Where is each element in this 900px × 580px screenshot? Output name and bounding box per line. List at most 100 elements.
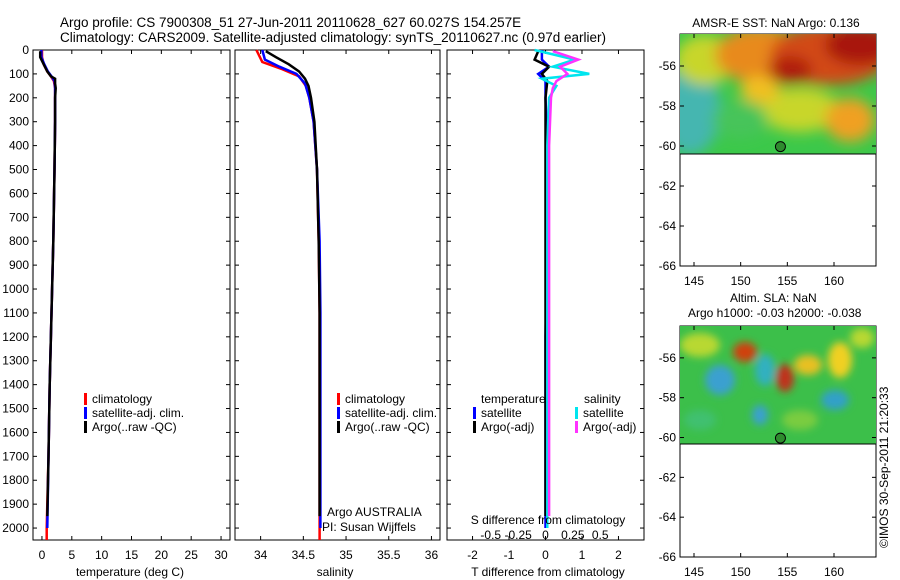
salinity-xlabel: salinity [317, 565, 354, 579]
sla-map-title-2: Argo h1000: -0.03 h2000: -0.038 [688, 306, 862, 320]
lat-tick-label: -60 [659, 139, 677, 153]
temperature-lines [38, 50, 57, 540]
sst-map-title: AMSR-E SST: NaN Argo: 0.136 [692, 16, 860, 30]
depth-tick-label: 100 [9, 67, 29, 81]
series-line-argo-raw-qc [265, 50, 321, 517]
lon-tick-label: 155 [777, 565, 797, 579]
header-line2: Climatology: CARS2009. Satellite-adjuste… [60, 30, 606, 45]
salinity-legend: climatology satellite-adj. clim. Argo(..… [337, 392, 437, 434]
difference-lines [532, 48, 590, 528]
depth-tick-label: 0 [22, 43, 29, 57]
depth-tick-label: 1500 [2, 402, 29, 416]
legend-swatch-argo [84, 421, 87, 433]
lat-tick-label: -58 [659, 99, 677, 113]
s-tick-label: -0.5 [480, 528, 501, 542]
x-tick-label: 2 [615, 548, 622, 562]
difference-x-axis: -2 -1 0 1 2 [467, 50, 622, 562]
sst-field [680, 34, 876, 154]
depth-tick-label: 1800 [2, 473, 29, 487]
legend-label-t-argo: Argo(-adj) [481, 420, 534, 434]
depth-tick-label: 1000 [2, 282, 29, 296]
temperature-axes-box [32, 49, 231, 541]
depth-tick-label: 300 [9, 115, 29, 129]
lon-tick-label: 160 [824, 565, 844, 579]
depth-tick-label: 200 [9, 91, 29, 105]
sla-map-title-1: Altim. SLA: NaN [730, 291, 817, 305]
float-position-marker [774, 141, 786, 153]
depth-tick-label: 1400 [2, 378, 29, 392]
legend-label-argo: Argo(..raw -QC) [92, 420, 177, 434]
legend-label-t-satellite: satellite [481, 406, 522, 420]
sla-field [680, 326, 876, 444]
depth-tick-label: 1600 [2, 425, 29, 439]
lat-tick-label: -58 [659, 391, 677, 405]
sst-map-axes: 145 150 155 160 -56 -58 -60 -62 -64 -66 [659, 34, 876, 288]
s-tick-label: 0.25 [561, 528, 585, 542]
sst-field-blobs [680, 34, 876, 154]
depth-tick-label: 900 [9, 258, 29, 272]
depth-tick-label: 1300 [2, 354, 29, 368]
lon-tick-label: 155 [777, 274, 797, 288]
x-tick-label: 5 [68, 548, 75, 562]
x-tick-label: 20 [155, 548, 169, 562]
legend-label-argo: Argo(..raw -QC) [345, 420, 430, 434]
x-tick-label: -1 [504, 548, 515, 562]
lat-tick-label: -62 [659, 470, 677, 484]
depth-tick-label: 1200 [2, 330, 29, 344]
depth-tick-label: 500 [9, 163, 29, 177]
x-tick-label: 15 [125, 548, 139, 562]
salinity-x-axis: 34 34.5 35 35.5 36 [254, 50, 438, 562]
legend-label-s-satellite: satellite [583, 406, 624, 420]
x-tick-label: 0 [39, 548, 46, 562]
lon-tick-label: 160 [824, 274, 844, 288]
legend-swatch-satellite [337, 407, 340, 419]
depth-axis: 0 100 200 300 400 500 600 700 800 900 1000 1100 1200… [2, 43, 230, 535]
x-tick-label: 0 [542, 548, 549, 562]
argo-program-label: Argo AUSTRALIA [327, 505, 422, 519]
series-line-argo-raw-qc [38, 51, 57, 517]
legend-swatch-t-argo [473, 421, 476, 433]
legend-title-temperature: temperature [481, 392, 546, 406]
x-tick-label: -2 [467, 548, 478, 562]
lon-tick-label: 150 [731, 565, 751, 579]
depth-tick-label: 800 [9, 234, 29, 248]
s-difference-tick-labels: -0.5 -0.25 0 0.25 0.5 [480, 528, 608, 542]
s-tick-label: -0.25 [504, 528, 532, 542]
sst-map-panel: AMSR-E SST: NaN Argo: 0.136 145 150 155 160… [659, 16, 877, 288]
lat-tick-label: -66 [659, 259, 677, 273]
difference-legend: temperature salinity satellite Argo(-adj… [473, 392, 636, 434]
temperature-xlabel: temperature (deg C) [76, 565, 184, 579]
legend-swatch-t-satellite [473, 407, 476, 419]
lat-tick-label: -62 [659, 179, 677, 193]
salinity-y-ticks [235, 49, 440, 529]
difference-y-ticks [447, 49, 644, 529]
salinity-lines [255, 49, 322, 540]
temperature-panel: 0100200300400500600700800900100011001200… [2, 43, 231, 579]
series-line-s-argo-adj [547, 50, 582, 517]
depth-tick-label: 400 [9, 139, 29, 153]
legend-swatch-s-satellite [575, 407, 578, 419]
lon-tick-label: 150 [731, 274, 751, 288]
s-tick-label: 0.5 [592, 528, 609, 542]
lat-tick-label: -56 [659, 351, 677, 365]
legend-title-salinity: salinity [584, 392, 621, 406]
legend-label-climatology: climatology [92, 392, 152, 406]
series-line-t-argo-adj [532, 50, 552, 517]
legend-swatch-s-argo [575, 421, 578, 433]
x-tick-label: 1 [579, 548, 586, 562]
sla-field-blobs [680, 328, 874, 430]
lon-tick-label: 145 [684, 274, 704, 288]
lon-tick-label: 145 [684, 565, 704, 579]
legend-label-s-argo: Argo(-adj) [583, 420, 636, 434]
depth-tick-label: 600 [9, 186, 29, 200]
s-difference-label: S difference from climatology [471, 513, 626, 527]
x-tick-label: 34 [254, 548, 268, 562]
side-stamp: ©IMOS 30-Sep-2011 21:20:33 [877, 386, 891, 548]
temperature-legend: climatology satellite-adj. clim. Argo(..… [84, 392, 184, 434]
header-line1: Argo profile: CS 7900308_51 27-Jun-2011 … [60, 15, 521, 30]
lat-tick-label: -64 [659, 219, 677, 233]
x-tick-label: 30 [214, 548, 228, 562]
x-tick-label: 35.5 [377, 548, 401, 562]
depth-tick-label: 1100 [3, 306, 29, 320]
difference-panel: -2 -1 0 1 2 S difference from climatology -0… [446, 48, 645, 579]
